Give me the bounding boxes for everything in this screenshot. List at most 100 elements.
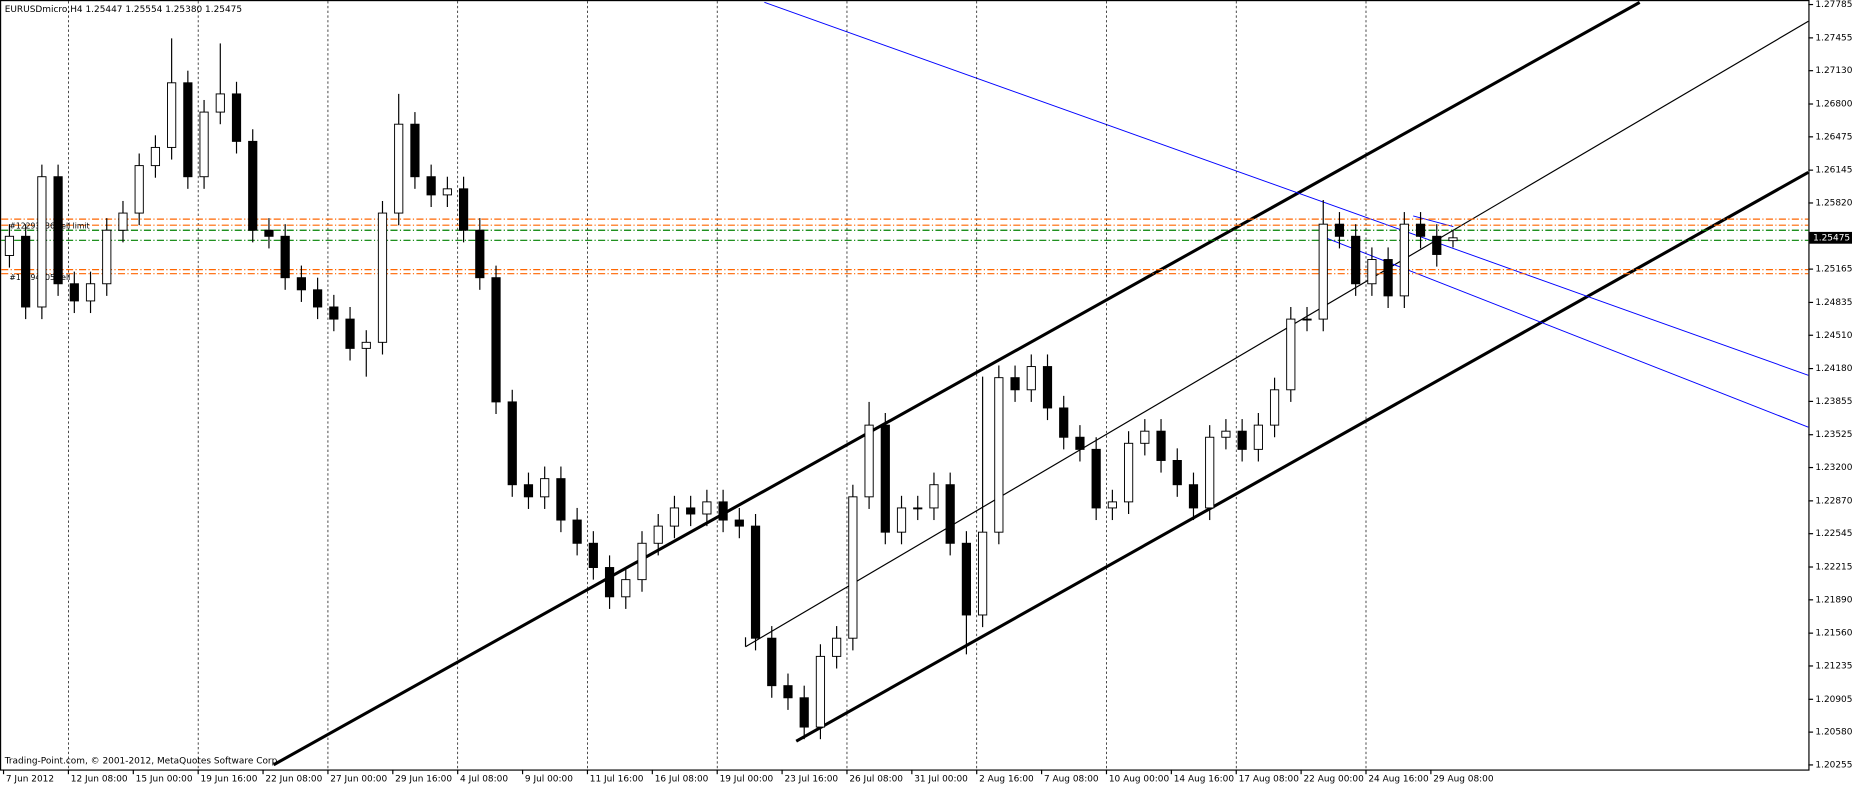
candle-body bbox=[864, 424, 874, 498]
candle-body bbox=[102, 229, 112, 285]
candle-body bbox=[167, 82, 177, 148]
candle-body bbox=[296, 277, 306, 291]
chart-title: EURUSDmicro,H4 1.25447 1.25554 1.25380 1… bbox=[5, 5, 242, 15]
candle-body bbox=[621, 579, 631, 598]
x-tick-label: 22 Aug 00:00 bbox=[1303, 774, 1364, 784]
candle-body bbox=[1075, 436, 1085, 450]
candle-body bbox=[361, 341, 371, 349]
y-tick-label: 1.27455 bbox=[1815, 33, 1852, 43]
candle-body bbox=[945, 484, 955, 544]
candle-body bbox=[248, 140, 258, 231]
trend-line bbox=[272, 1, 1641, 767]
candle-body bbox=[994, 377, 1004, 533]
candle-body bbox=[377, 212, 388, 343]
candle-body bbox=[604, 567, 615, 598]
candle-body bbox=[1107, 501, 1117, 509]
candle-body bbox=[1188, 484, 1199, 509]
current-price-box bbox=[1809, 231, 1852, 244]
x-tick-label: 7 Aug 08:00 bbox=[1044, 774, 1099, 784]
candle-body bbox=[458, 188, 469, 231]
candle-body bbox=[848, 496, 858, 639]
x-tick-label: 29 Aug 08:00 bbox=[1433, 774, 1494, 784]
x-tick-label: 26 Jul 08:00 bbox=[849, 774, 903, 784]
y-tick-label: 1.21560 bbox=[1815, 629, 1852, 639]
y-tick-label: 1.27130 bbox=[1815, 66, 1852, 76]
candle-body bbox=[1448, 237, 1458, 242]
candle-body bbox=[1205, 436, 1215, 509]
x-tick-label: 4 Jul 08:00 bbox=[460, 774, 508, 784]
candle-body bbox=[1432, 235, 1442, 255]
y-tick-label: 1.25165 bbox=[1815, 265, 1852, 275]
y-tick-label: 1.23855 bbox=[1815, 397, 1852, 407]
candle-body bbox=[653, 525, 663, 544]
candle-body bbox=[37, 176, 47, 308]
order-label: #12293536 sell limit bbox=[9, 221, 89, 230]
y-tick-label: 1.24510 bbox=[1815, 331, 1852, 341]
x-tick-label: 29 Jun 16:00 bbox=[395, 774, 452, 784]
y-tick-label: 1.26145 bbox=[1815, 166, 1852, 176]
candle-body bbox=[410, 123, 420, 178]
candle-body bbox=[1172, 460, 1182, 486]
candle-body bbox=[686, 507, 696, 515]
y-tick-label: 1.26800 bbox=[1815, 100, 1852, 110]
candle-body bbox=[1415, 223, 1426, 237]
candle-body bbox=[523, 484, 534, 498]
candle-body bbox=[815, 655, 826, 728]
x-tick-label: 12 Jun 08:00 bbox=[71, 774, 128, 784]
x-tick-label: 2 Aug 16:00 bbox=[979, 774, 1034, 784]
x-tick-label: 7 Jun 2012 bbox=[6, 774, 54, 784]
candle-body bbox=[280, 235, 290, 279]
candle-body bbox=[394, 123, 404, 214]
candle-body bbox=[929, 484, 939, 509]
channel-line bbox=[764, 1, 1809, 376]
y-tick-label: 1.21235 bbox=[1815, 661, 1852, 671]
candle-body bbox=[734, 519, 744, 527]
candle-body bbox=[491, 277, 501, 403]
x-tick-label: 19 Jul 00:00 bbox=[720, 774, 774, 784]
candle-body bbox=[750, 525, 761, 639]
candle-body bbox=[1221, 430, 1231, 438]
candle-body bbox=[702, 501, 712, 515]
candle-body bbox=[1026, 366, 1036, 391]
candle-body bbox=[1091, 448, 1101, 509]
candle-body bbox=[199, 111, 209, 178]
x-tick-label: 22 Jun 08:00 bbox=[265, 774, 322, 784]
candle-body bbox=[1351, 235, 1361, 285]
candle-body bbox=[69, 283, 79, 302]
y-tick-label: 1.23200 bbox=[1815, 463, 1852, 473]
y-tick-label: 1.24180 bbox=[1815, 364, 1852, 374]
candle-body bbox=[718, 501, 728, 521]
candle-body bbox=[231, 93, 242, 142]
candle-body bbox=[896, 507, 907, 533]
x-tick-label: 17 Aug 08:00 bbox=[1239, 774, 1300, 784]
candle-body bbox=[215, 93, 225, 113]
y-tick-label: 1.25820 bbox=[1815, 198, 1852, 208]
candle-body bbox=[1318, 223, 1328, 320]
candle-body bbox=[1042, 366, 1053, 409]
y-tick-label: 1.24835 bbox=[1815, 298, 1852, 308]
x-tick-label: 16 Jul 08:00 bbox=[655, 774, 709, 784]
candle-body bbox=[85, 283, 96, 302]
candle-body bbox=[475, 229, 485, 279]
candle-body bbox=[880, 424, 890, 533]
x-tick-label: 19 Jun 16:00 bbox=[201, 774, 258, 784]
trend-line bbox=[745, 20, 1809, 648]
x-tick-label: 31 Jul 00:00 bbox=[914, 774, 968, 784]
x-tick-label: 23 Jul 16:00 bbox=[784, 774, 838, 784]
y-tick-label: 1.22215 bbox=[1815, 563, 1852, 573]
candle-body bbox=[832, 637, 842, 657]
y-tick-label: 1.23525 bbox=[1815, 430, 1852, 440]
candle-body bbox=[913, 507, 923, 510]
candle-body bbox=[183, 82, 193, 178]
y-tick-label: 1.27785 bbox=[1815, 0, 1852, 10]
x-tick-label: 14 Aug 16:00 bbox=[1174, 774, 1235, 784]
candle-body bbox=[426, 176, 436, 196]
candle-body bbox=[540, 478, 550, 498]
candle-body bbox=[978, 531, 988, 616]
candle-body bbox=[1383, 259, 1393, 297]
x-tick-label: 10 Aug 00:00 bbox=[1109, 774, 1170, 784]
candle-body bbox=[1253, 424, 1263, 450]
candle-body bbox=[783, 685, 793, 699]
candle-body bbox=[53, 176, 63, 285]
candle-body bbox=[669, 507, 680, 527]
